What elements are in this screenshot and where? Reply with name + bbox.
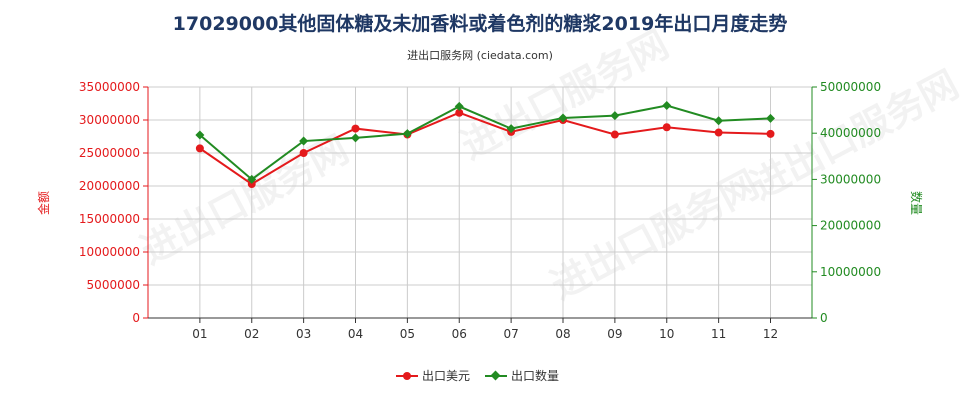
data-point-quantity (558, 113, 568, 123)
data-point-quantity (402, 129, 412, 139)
x-tick-label: 04 (348, 327, 363, 341)
y-right-tick-label: 40000000 (820, 126, 881, 140)
data-point-quantity (299, 136, 309, 146)
legend-swatch-value (396, 371, 418, 381)
legend-marker-quantity (490, 370, 501, 380)
y-left-tick-label: 20000000 (79, 179, 140, 193)
x-tick-label: 06 (452, 327, 467, 341)
legend-item-quantity[interactable]: 出口数量 (485, 367, 559, 384)
y-left-tick-label: 35000000 (79, 80, 140, 94)
chart-title: 17029000其他固体糖及未加香料或着色剂的糖浆2019年出口月度走势 (172, 13, 788, 35)
y-axis-right-title: 数量 (909, 191, 924, 215)
chart-subtitle: 进出口服务网 (ciedata.com) (407, 49, 553, 62)
x-tick-label: 05 (400, 327, 415, 341)
legend-swatch-quantity (485, 370, 507, 381)
y-left-tick-label: 15000000 (79, 212, 140, 226)
x-tick-label: 02 (244, 327, 259, 341)
y-right-tick-label: 50000000 (820, 80, 881, 94)
data-point-value (455, 108, 464, 117)
watermark-text: 进出口服务网 (454, 22, 676, 168)
data-point-value (766, 129, 775, 138)
data-point-quantity (610, 111, 620, 121)
data-point-quantity (714, 116, 724, 126)
y-right-tick-label: 0 (820, 311, 828, 325)
series-line-value (199, 111, 771, 186)
legend-label-quantity: 出口数量 (511, 369, 560, 383)
y-right-tick-label: 30000000 (820, 172, 881, 186)
watermark-text: 进出口服务网 (544, 162, 766, 308)
y-axis-left-title: 金额 (36, 191, 51, 215)
data-point-quantity (506, 124, 516, 134)
series-line-quantity (199, 104, 771, 181)
x-tick-label: 03 (296, 327, 311, 341)
x-tick-label: 08 (555, 327, 570, 341)
y-left-tick-label: 0 (132, 311, 140, 325)
data-point-value (662, 123, 671, 132)
y-left-tick-label: 5000000 (87, 278, 140, 292)
x-tick-label: 11 (711, 327, 726, 341)
x-tick-label: 09 (607, 327, 622, 341)
data-point-quantity (454, 101, 464, 111)
data-point-value (714, 128, 723, 137)
watermark-text: 进出口服务网 (134, 127, 356, 273)
y-left-tick-label: 10000000 (79, 245, 140, 259)
data-point-value (195, 144, 204, 153)
data-point-quantity (195, 130, 205, 140)
legend-marker-value (403, 371, 411, 380)
legend-label-value: 出口美元 (422, 369, 471, 383)
data-point-value (247, 180, 256, 189)
y-right-tick-label: 10000000 (820, 265, 881, 279)
y-right-tick-label: 20000000 (820, 219, 881, 233)
data-point-quantity (766, 113, 775, 123)
x-tick-label: 12 (763, 327, 778, 341)
data-point-value (299, 149, 308, 157)
data-point-quantity (662, 100, 672, 110)
data-point-value (351, 124, 360, 133)
data-point-quantity (351, 133, 360, 143)
x-tick-label: 07 (503, 327, 518, 341)
x-tick-label: 10 (659, 327, 674, 341)
data-point-quantity (247, 174, 257, 184)
y-left-tick-label: 25000000 (79, 146, 140, 160)
x-tick-label: 01 (192, 327, 207, 341)
y-left-tick-label: 30000000 (79, 113, 140, 127)
legend-item-value[interactable]: 出口美元 (396, 367, 470, 384)
data-point-value (610, 130, 619, 139)
